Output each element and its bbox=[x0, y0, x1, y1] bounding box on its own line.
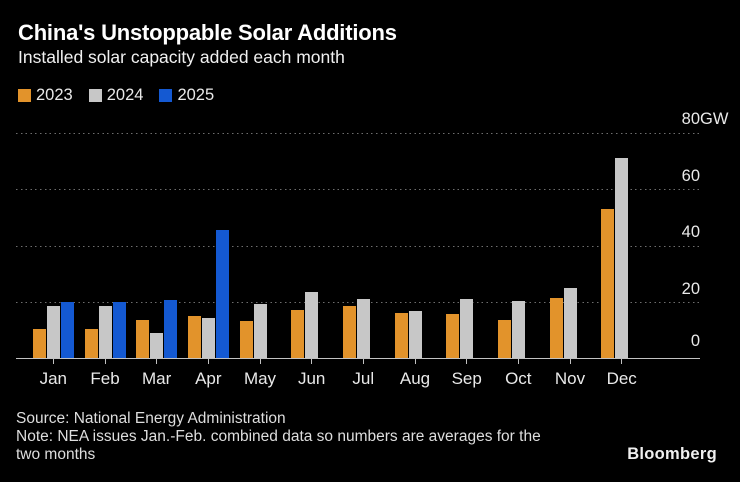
bar-2023-apr bbox=[187, 316, 201, 358]
bar-2024-dec bbox=[615, 157, 629, 358]
legend-swatch-2023 bbox=[18, 88, 31, 102]
x-label-apr: Apr bbox=[195, 368, 222, 388]
x-axis-line bbox=[16, 357, 700, 359]
y-axis-value: 0 bbox=[690, 332, 700, 351]
bar-2023-jul bbox=[342, 305, 356, 358]
gridline-40 bbox=[16, 245, 700, 247]
x-label-jun: Jun bbox=[297, 368, 326, 388]
x-tick-mar bbox=[156, 358, 158, 364]
legend-label-2023: 2023 bbox=[36, 86, 73, 104]
x-tick-dec bbox=[621, 358, 623, 364]
legend-item-2025: 2025 bbox=[159, 87, 214, 104]
bar-2025-jan bbox=[60, 301, 74, 358]
x-tick-jun bbox=[311, 358, 313, 364]
bar-2024-jan bbox=[46, 306, 60, 358]
bar-2023-nov bbox=[549, 297, 563, 358]
y-axis-value: 20 bbox=[681, 279, 700, 298]
x-tick-feb bbox=[104, 358, 106, 364]
bar-2024-sep bbox=[460, 299, 474, 358]
y-axis-label-60: 60 bbox=[681, 166, 700, 185]
x-label-dec: Dec bbox=[606, 368, 637, 388]
legend-swatch-2025 bbox=[159, 88, 173, 102]
y-axis-value: 80 bbox=[681, 110, 700, 129]
bar-2025-feb bbox=[112, 301, 126, 358]
bar-2023-jan bbox=[32, 328, 46, 358]
x-tick-jan bbox=[52, 358, 54, 364]
legend: 2023 2024 2025 bbox=[18, 87, 214, 104]
bar-2024-apr bbox=[201, 318, 215, 358]
bar-2023-aug bbox=[394, 313, 408, 358]
x-label-may: May bbox=[243, 368, 277, 388]
plot-area: 0 20 40 60 80 GW Jan Feb Mar Apr May Jun Jul Aug Sep Oc… bbox=[16, 110, 728, 387]
bar-2023-jun bbox=[291, 310, 305, 358]
x-label-oct: Oct bbox=[505, 368, 532, 388]
bar-2024-jun bbox=[305, 292, 319, 358]
x-label-mar: Mar bbox=[141, 368, 172, 388]
y-axis-value: 60 bbox=[681, 166, 700, 185]
bar-2024-nov bbox=[563, 288, 577, 358]
legend-item-2024: 2024 bbox=[88, 86, 144, 104]
note-text-line-1: Note: NEA issues Jan.-Feb. combined data… bbox=[16, 428, 541, 445]
y-axis-label-80: 80 GW bbox=[681, 110, 729, 129]
note-text-line-2: two months bbox=[16, 446, 96, 463]
y-axis-label-0: 0 bbox=[691, 333, 700, 350]
y-axis-label-40: 40 bbox=[682, 224, 700, 241]
y-axis-value: 40 bbox=[681, 223, 700, 242]
bar-2023-oct bbox=[497, 320, 511, 358]
x-label-aug: Aug bbox=[399, 368, 431, 388]
footer: Source: National Energy Administration N… bbox=[16, 410, 541, 464]
x-tick-apr bbox=[207, 358, 209, 364]
source-text: Source: National Energy Administration bbox=[16, 410, 286, 427]
x-label-jul: Jul bbox=[352, 368, 375, 388]
legend-label-2024: 2024 bbox=[106, 86, 144, 104]
bar-2023-mar bbox=[136, 320, 150, 358]
bar-2024-may bbox=[253, 304, 267, 358]
bar-2023-feb bbox=[84, 328, 98, 358]
bar-2023-dec bbox=[601, 208, 615, 358]
legend-swatch-2024 bbox=[88, 88, 102, 102]
bar-2024-oct bbox=[511, 301, 525, 358]
bloomberg-logo: Bloomberg bbox=[627, 445, 717, 463]
gridline-60 bbox=[16, 189, 700, 190]
bar-2025-apr bbox=[215, 229, 229, 358]
y-axis-unit: GW bbox=[700, 110, 729, 129]
x-label-sep: Sep bbox=[451, 368, 482, 388]
bar-2024-aug bbox=[408, 311, 422, 358]
chart-subtitle: Installed solar capacity added each mont… bbox=[18, 47, 345, 67]
bar-2024-mar bbox=[150, 333, 164, 358]
bar-2024-feb bbox=[98, 306, 112, 358]
y-axis-label-20: 20 bbox=[681, 279, 700, 298]
bar-2024-jul bbox=[356, 298, 370, 358]
x-tick-jul bbox=[362, 358, 364, 364]
x-label-jan: Jan bbox=[39, 368, 68, 388]
x-tick-may bbox=[259, 358, 261, 364]
x-tick-sep bbox=[466, 358, 468, 364]
legend-item-2023: 2023 bbox=[18, 87, 73, 104]
x-tick-oct bbox=[517, 358, 519, 364]
chart-title: China's Unstoppable Solar Additions bbox=[18, 20, 397, 45]
bar-2023-may bbox=[239, 321, 253, 358]
gridline-80 bbox=[16, 132, 700, 134]
legend-label-2025: 2025 bbox=[177, 86, 215, 104]
bar-2025-mar bbox=[164, 300, 178, 358]
x-label-nov: Nov bbox=[554, 368, 586, 388]
x-tick-nov bbox=[569, 358, 571, 364]
x-tick-aug bbox=[414, 358, 416, 364]
bar-2023-sep bbox=[446, 314, 460, 358]
x-label-feb: Feb bbox=[90, 368, 120, 388]
